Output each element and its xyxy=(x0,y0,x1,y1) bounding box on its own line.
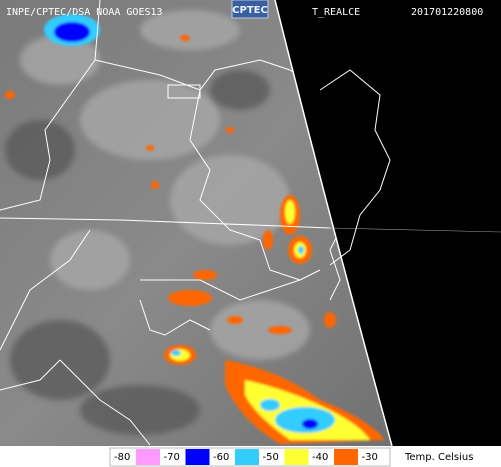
legend-swatch xyxy=(284,449,309,465)
product-label: T_REALCE xyxy=(312,7,360,18)
coastline xyxy=(319,69,391,266)
tropic-line xyxy=(329,227,501,233)
timestamp: 201701220800 xyxy=(411,7,483,18)
source-label: INPE/CPTEC/DSA NOAA GOES13 xyxy=(6,7,163,18)
legend-unit: Temp. Celsius xyxy=(404,452,473,463)
logo-box xyxy=(231,0,269,19)
legend-label: -60 xyxy=(213,452,229,463)
legend-label: -70 xyxy=(164,452,180,463)
legend-label: -30 xyxy=(362,452,378,463)
legend-swatch xyxy=(235,449,259,465)
earth-limb xyxy=(274,0,393,447)
legend-label: -40 xyxy=(312,452,328,463)
legend-label: -80 xyxy=(114,452,130,463)
logo: CPTEC xyxy=(232,5,268,16)
legend-frame xyxy=(109,447,391,467)
legend-label: -50 xyxy=(263,452,279,463)
legend-swatch xyxy=(136,449,160,465)
legend: -80 -70 -60 -50 -40 -30 Temp. Celsius xyxy=(109,447,473,467)
legend-swatch xyxy=(185,449,210,465)
legend-swatch xyxy=(334,449,358,465)
